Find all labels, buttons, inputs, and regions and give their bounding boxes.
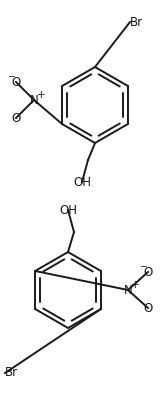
Text: O: O [11,112,21,124]
Text: Br: Br [5,367,18,379]
Text: +: + [131,280,139,290]
Text: OH: OH [73,175,91,188]
Text: O: O [143,265,153,278]
Text: O: O [11,76,21,88]
Text: −: − [7,72,15,80]
Text: N: N [124,284,132,297]
Text: O: O [143,301,153,314]
Text: Br: Br [130,15,143,29]
Text: N: N [30,93,38,107]
Text: −: − [139,261,147,270]
Text: +: + [37,90,45,100]
Text: OH: OH [59,204,77,217]
